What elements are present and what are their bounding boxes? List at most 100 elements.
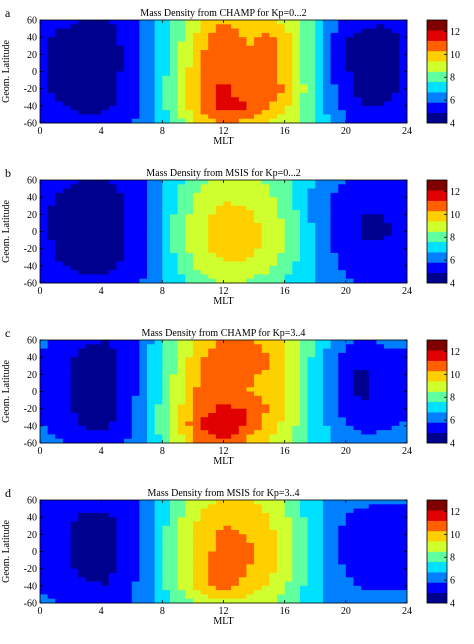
heatmap-cell bbox=[147, 244, 156, 250]
heatmap-cell bbox=[338, 365, 347, 371]
heatmap-cell bbox=[40, 184, 49, 189]
heatmap-cell bbox=[368, 585, 377, 591]
heatmap-cell bbox=[40, 598, 49, 604]
heatmap-cell bbox=[353, 67, 362, 72]
heatmap-cell bbox=[62, 88, 71, 94]
heatmap-cell bbox=[116, 512, 125, 518]
heatmap-cell bbox=[70, 20, 79, 25]
heatmap-cell bbox=[223, 218, 232, 224]
heatmap-cell bbox=[330, 512, 339, 518]
colorbar-segment bbox=[427, 500, 447, 511]
heatmap-cell bbox=[101, 80, 110, 85]
heatmap-cell bbox=[315, 248, 324, 254]
heatmap-cell bbox=[101, 382, 110, 388]
heatmap-cell bbox=[353, 421, 362, 427]
heatmap-cell bbox=[238, 278, 247, 284]
heatmap-cell bbox=[269, 88, 278, 94]
heatmap-cell bbox=[330, 248, 339, 254]
heatmap-cell bbox=[200, 50, 209, 55]
heatmap-cell bbox=[361, 252, 370, 258]
heatmap-cell bbox=[154, 585, 163, 591]
heatmap-cell bbox=[284, 240, 293, 245]
heatmap-cell bbox=[238, 37, 247, 42]
heatmap-cell bbox=[361, 24, 370, 29]
heatmap-cell bbox=[299, 214, 309, 220]
heatmap-cell bbox=[108, 201, 117, 207]
heatmap-cell bbox=[200, 374, 209, 380]
heatmap-cell bbox=[376, 344, 385, 349]
heatmap-cell bbox=[162, 71, 171, 77]
heatmap-cell bbox=[124, 504, 133, 509]
heatmap-cell bbox=[208, 404, 217, 410]
heatmap-cell bbox=[391, 417, 400, 422]
y-tick-label: 60 bbox=[27, 176, 37, 187]
heatmap-cell bbox=[200, 564, 209, 570]
heatmap-cell bbox=[177, 365, 186, 371]
heatmap-cell bbox=[131, 222, 140, 228]
heatmap-cell bbox=[101, 62, 110, 68]
heatmap-cell bbox=[338, 521, 347, 527]
heatmap-cell bbox=[384, 240, 393, 245]
heatmap-cell bbox=[246, 551, 255, 557]
heatmap-cell bbox=[185, 430, 194, 435]
heatmap-cell bbox=[307, 231, 316, 237]
heatmap-cell bbox=[223, 564, 232, 570]
heatmap-cell bbox=[384, 210, 393, 215]
heatmap-cell bbox=[40, 404, 49, 410]
heatmap-cell bbox=[254, 92, 263, 98]
heatmap-cell bbox=[116, 110, 125, 115]
heatmap-cell bbox=[185, 412, 194, 418]
heatmap-cell bbox=[231, 75, 240, 81]
heatmap-cell bbox=[162, 84, 171, 90]
heatmap-cell bbox=[361, 438, 370, 444]
heatmap-cell bbox=[116, 114, 125, 120]
heatmap-cell bbox=[101, 261, 110, 267]
heatmap-cell bbox=[177, 564, 186, 570]
heatmap-cell bbox=[307, 551, 316, 557]
heatmap-cell bbox=[376, 404, 385, 410]
heatmap-cell bbox=[208, 278, 217, 284]
heatmap-cell bbox=[254, 227, 263, 232]
heatmap-cell bbox=[40, 218, 49, 224]
heatmap-cell bbox=[238, 20, 247, 25]
heatmap-cell bbox=[307, 568, 316, 574]
heatmap-cell bbox=[215, 184, 224, 189]
heatmap-cell bbox=[78, 227, 87, 232]
heatmap-cell bbox=[345, 80, 354, 85]
heatmap-cell bbox=[315, 568, 324, 574]
heatmap-cell bbox=[284, 564, 293, 570]
heatmap-cell bbox=[154, 231, 163, 237]
heatmap-cell bbox=[399, 270, 408, 275]
heatmap-cell bbox=[116, 572, 125, 578]
heatmap-cell bbox=[277, 344, 286, 349]
heatmap-cell bbox=[345, 412, 354, 418]
heatmap-cell bbox=[177, 257, 186, 262]
heatmap-cell bbox=[62, 20, 71, 25]
heatmap-cell bbox=[215, 378, 224, 384]
heatmap-cell bbox=[322, 370, 331, 375]
heatmap-cell bbox=[62, 37, 71, 42]
heatmap-cell bbox=[62, 577, 71, 582]
heatmap-cell bbox=[361, 235, 370, 241]
heatmap-cell bbox=[384, 408, 393, 414]
heatmap-cell bbox=[307, 92, 316, 98]
heatmap-cell bbox=[391, 530, 400, 535]
heatmap-cell bbox=[62, 542, 71, 548]
heatmap-cell bbox=[368, 45, 377, 51]
heatmap-cell bbox=[254, 500, 263, 505]
heatmap-cell bbox=[185, 370, 194, 375]
colorbar-segment bbox=[427, 252, 447, 263]
heatmap-cell bbox=[376, 585, 385, 591]
heatmap-cell bbox=[384, 500, 393, 505]
heatmap-cell bbox=[261, 555, 270, 561]
heatmap-cell bbox=[231, 222, 240, 228]
heatmap-cell bbox=[55, 54, 64, 60]
heatmap-cell bbox=[315, 32, 324, 38]
heatmap-cell bbox=[93, 114, 102, 120]
heatmap-cell bbox=[147, 84, 156, 90]
heatmap-cell bbox=[177, 508, 186, 514]
heatmap-cell bbox=[376, 555, 385, 561]
heatmap-cell bbox=[101, 37, 110, 42]
heatmap-cell bbox=[261, 530, 270, 535]
